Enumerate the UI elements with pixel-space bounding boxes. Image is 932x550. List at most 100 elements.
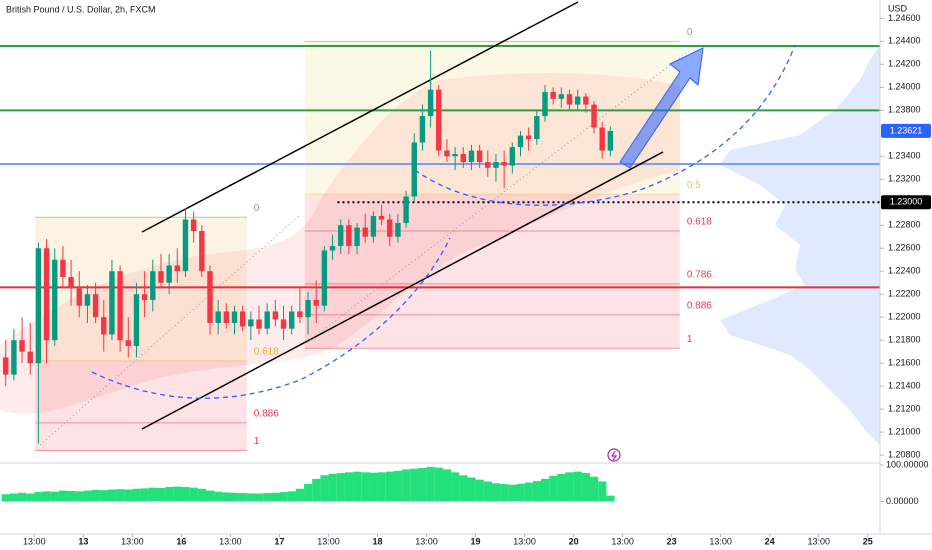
candle-body <box>27 351 33 364</box>
indicator-bar <box>369 472 378 502</box>
candle-body <box>239 311 246 327</box>
indicator-bar <box>328 473 337 502</box>
candle-body <box>493 162 499 168</box>
x-tick-label: 20 <box>569 536 579 546</box>
indicator-bar <box>58 490 68 502</box>
candle-body <box>101 317 107 335</box>
candles <box>3 50 614 444</box>
candle-body <box>460 154 466 163</box>
indicator-bar <box>9 493 19 502</box>
indicator-bar <box>214 491 223 502</box>
fib-label: 0.5 <box>687 180 701 191</box>
indicator-bar <box>263 493 272 502</box>
fib-zone <box>304 283 680 315</box>
x-tick-label: 13:00 <box>23 536 46 546</box>
indicator-bar <box>173 486 182 502</box>
indicator-bar <box>475 479 484 502</box>
indicator-bar <box>238 493 247 502</box>
price-label-box <box>881 195 931 210</box>
fib-zone <box>35 360 247 423</box>
candle-body <box>11 340 17 375</box>
candle-body <box>542 91 548 117</box>
drawings <box>39 1 796 462</box>
indicator-bar <box>516 484 525 502</box>
indicator-bar <box>304 484 313 502</box>
x-tick-label: 13 <box>78 536 88 546</box>
candle-body <box>362 227 368 237</box>
indicator-bar <box>459 475 468 502</box>
indicator-bar <box>91 489 100 502</box>
indicator-bar <box>393 470 403 502</box>
candle-body <box>485 162 491 168</box>
candle-body <box>158 271 164 283</box>
indicator-bar <box>1 494 10 502</box>
candle-body <box>591 104 597 128</box>
y-tick-label: 1.24600 <box>888 13 921 23</box>
indicator-bar <box>483 481 492 502</box>
indicator-bar <box>606 495 615 502</box>
indicator-bar <box>361 472 370 502</box>
y-tick-label: 1.22200 <box>888 289 921 299</box>
candle-body <box>166 265 172 283</box>
candle-body <box>68 276 74 289</box>
indicator-bar <box>434 467 443 502</box>
indicator-bar <box>410 468 419 502</box>
candle-body <box>607 131 614 151</box>
indicator-bar <box>279 492 288 502</box>
indicator-bar <box>508 484 517 502</box>
candle-body <box>583 96 589 105</box>
indicator-bar <box>189 487 198 502</box>
y-axis-label: USD <box>888 3 908 13</box>
x-tick-label: 13:00 <box>415 536 438 546</box>
event-icon <box>610 450 618 461</box>
candle-body <box>92 294 99 318</box>
indicator-tick-label: 100.00000 <box>886 459 929 469</box>
fib-label: 1 <box>687 334 693 345</box>
fib-label: 1 <box>254 436 260 447</box>
indicator-bar <box>500 484 509 502</box>
candle-body <box>313 299 319 306</box>
y-tick-label: 1.23200 <box>888 174 921 184</box>
y-tick-label: 1.22800 <box>888 220 921 230</box>
indicator-bar <box>42 491 51 502</box>
volume-profile <box>720 45 880 445</box>
candle-body <box>141 294 148 300</box>
candle-body <box>190 219 197 231</box>
indicator-bar <box>222 492 231 502</box>
indicator-bar <box>467 477 476 502</box>
candle-body <box>182 219 189 272</box>
indicator-bar <box>491 483 501 502</box>
candle-body <box>468 150 475 163</box>
candle-body <box>174 265 181 272</box>
indicator-bar <box>336 473 345 502</box>
chart-title: British Pound / U.S. Dollar, 2h, FXCM <box>6 4 156 14</box>
indicator-bar <box>255 493 264 502</box>
projection-arrow <box>619 47 704 169</box>
indicator-bar <box>353 471 362 502</box>
indicator-bar <box>34 492 43 502</box>
y-tick-label: 1.21200 <box>888 404 921 414</box>
indicator-bar <box>426 466 435 502</box>
fib-zone <box>35 217 247 361</box>
event-icon <box>607 448 621 462</box>
indicator-bar <box>67 490 76 502</box>
x-tick-label: 13:00 <box>219 536 242 546</box>
axes: 1.24600 1.24400 1.24200 1.24000 1.23800 1.234… <box>23 13 931 546</box>
candle-body <box>395 222 401 237</box>
indicator-bar <box>246 493 256 502</box>
candle-body <box>403 196 409 223</box>
indicator-bar <box>565 472 574 502</box>
indicator-tick-label: 0.00000 <box>886 496 919 506</box>
indicator-bar <box>116 489 125 502</box>
indicator-bar <box>26 493 35 502</box>
projection-curve <box>414 44 796 206</box>
candle-body <box>43 248 50 341</box>
price-label: 1.23621 <box>890 125 923 135</box>
x-tick-label: 13:00 <box>807 536 830 546</box>
y-tick-label: 1.21800 <box>888 335 921 345</box>
y-tick-label: 1.24200 <box>888 59 921 69</box>
y-tick-label: 1.22600 <box>888 243 921 253</box>
y-tick-label: 1.24400 <box>888 36 921 46</box>
candle-body <box>558 94 565 99</box>
indicator-bar <box>573 471 582 502</box>
